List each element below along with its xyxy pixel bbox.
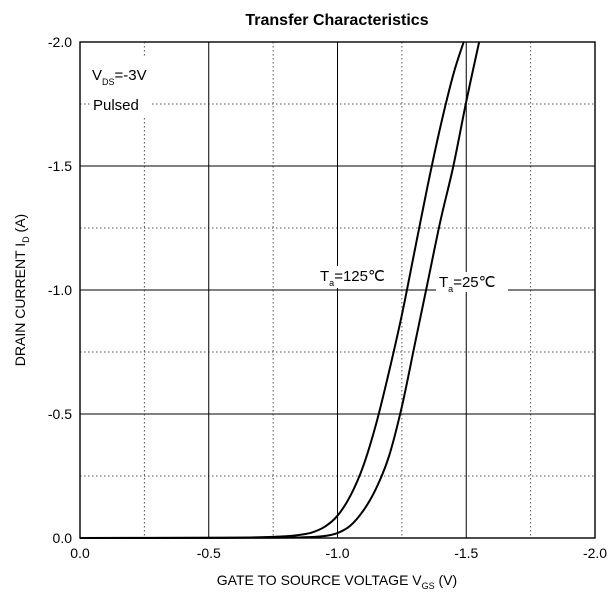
y-axis-label: DRAIN CURRENT ID (A) [12,214,31,366]
series-label-25-box [436,272,508,292]
x-tick-label: -2.0 [583,545,607,561]
chart-title: Transfer Characteristics [245,12,428,29]
plot-frame [79,41,596,539]
series-label-125-main: T [320,268,329,285]
series-label-25-main: T [439,274,448,291]
x-tick-labels: 0.0 -0.5 -1.0 -1.5 -2.0 [70,545,607,561]
series-label-125-box [318,266,400,288]
condition-pulsed: Pulsed [93,97,139,114]
series-label-125-rest: =125℃ [334,268,385,285]
conditions-box [90,58,152,118]
condition-vds: VDS=-3V [92,67,147,87]
condition-vds-main: V [92,67,102,84]
series-ta-25c [79,41,481,539]
x-tick-label: -1.5 [454,545,478,561]
condition-vds-rest: =-3V [115,67,147,84]
x-axis-label-unit: (V) [435,572,458,588]
y-tick-label: -0.5 [48,406,72,422]
major-grid [79,41,596,539]
x-axis-label: GATE TO SOURCE VOLTAGE VGS (V) [217,572,457,591]
y-tick-label: -2.0 [48,34,72,50]
series-label-25: Ta=25℃ [439,274,495,294]
x-tick-label: 0.0 [70,545,90,561]
y-tick-labels: 0.0 -0.5 -1.0 -1.5 -2.0 [48,34,72,546]
x-axis-label-main: GATE TO SOURCE VOLTAGE V [217,572,423,588]
series-label-125-sub: a [329,278,334,288]
x-tick-label: -1.0 [325,545,349,561]
series-label-125: Ta=125℃ [320,268,385,288]
y-tick-label: 0.0 [53,530,73,546]
series-label-25-sub: a [448,284,453,294]
y-tick-label: -1.5 [48,158,72,174]
series-label-25-rest: =25℃ [453,274,495,291]
x-axis-label-sub: GS [422,581,435,591]
y-axis-label-sub: D [21,236,31,243]
series-layer [79,41,481,539]
condition-vds-sub: DS [102,77,115,87]
y-axis-label-unit: (A) [12,214,28,237]
y-tick-label: -1.0 [48,282,72,298]
x-tick-label: -0.5 [197,545,221,561]
y-axis-label-main: DRAIN CURRENT I [12,243,28,366]
